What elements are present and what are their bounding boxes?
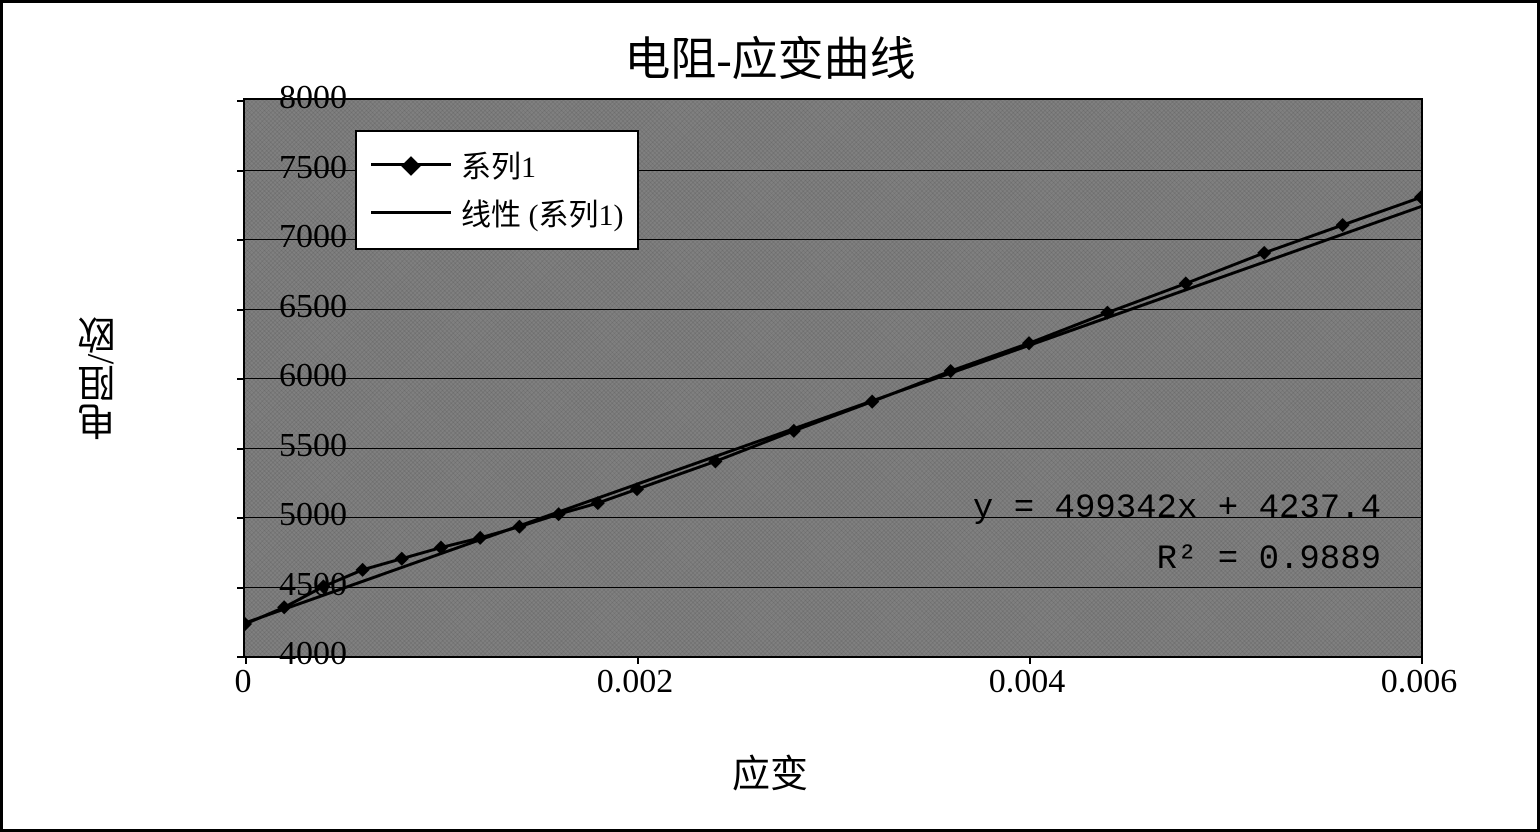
y-axis-title: 电阻/欧 (73, 316, 128, 441)
data-point (512, 520, 526, 534)
data-point (630, 482, 644, 496)
data-point (245, 617, 252, 631)
chart-frame: 电阻-应变曲线 电阻/欧 系列1 线性 (系列1) (0, 0, 1540, 832)
data-point (316, 579, 330, 593)
equation-text: y = 499342x + 4237.4 (973, 484, 1381, 535)
data-point (1336, 218, 1350, 232)
diamond-icon (401, 156, 421, 176)
y-tick-mark (237, 517, 245, 519)
legend-line-icon (371, 163, 451, 166)
y-tick-mark (237, 309, 245, 311)
x-tick-label: 0.006 (1381, 663, 1458, 701)
x-axis-title: 应变 (732, 743, 808, 798)
data-point (356, 563, 370, 577)
y-tick-mark (237, 656, 245, 658)
y-tick-mark (237, 378, 245, 380)
y-tick-mark (237, 170, 245, 172)
y-tick-mark (237, 239, 245, 241)
legend: 系列1 线性 (系列1) (355, 130, 639, 250)
chart-title: 电阻-应变曲线 (3, 23, 1537, 89)
data-point (591, 496, 605, 510)
legend-label: 线性 (系列1) (461, 190, 623, 234)
legend-item-trend: 线性 (系列1) (371, 190, 623, 234)
plot-area: 系列1 线性 (系列1) y = 499342x + 4237.4 R² = 0… (243, 98, 1423, 658)
legend-item-series1: 系列1 (371, 142, 623, 186)
x-tick-label: 0.004 (989, 663, 1066, 701)
r-squared-text: R² = 0.9889 (973, 535, 1381, 586)
data-point (395, 552, 409, 566)
trendline-equation: y = 499342x + 4237.4 R² = 0.9889 (973, 484, 1381, 586)
y-tick-mark (237, 100, 245, 102)
plot-outer: 系列1 线性 (系列1) y = 499342x + 4237.4 R² = 0… (243, 98, 1423, 658)
data-point (1414, 190, 1421, 204)
data-point (708, 454, 722, 468)
data-point (1257, 246, 1271, 260)
legend-line-icon (371, 211, 451, 214)
x-tick-label: 0.002 (597, 663, 674, 701)
data-point (865, 395, 879, 409)
y-tick-mark (237, 587, 245, 589)
data-point (1100, 306, 1114, 320)
legend-label: 系列1 (461, 142, 536, 186)
y-tick-mark (237, 448, 245, 450)
x-tick-label: 0 (235, 663, 252, 701)
